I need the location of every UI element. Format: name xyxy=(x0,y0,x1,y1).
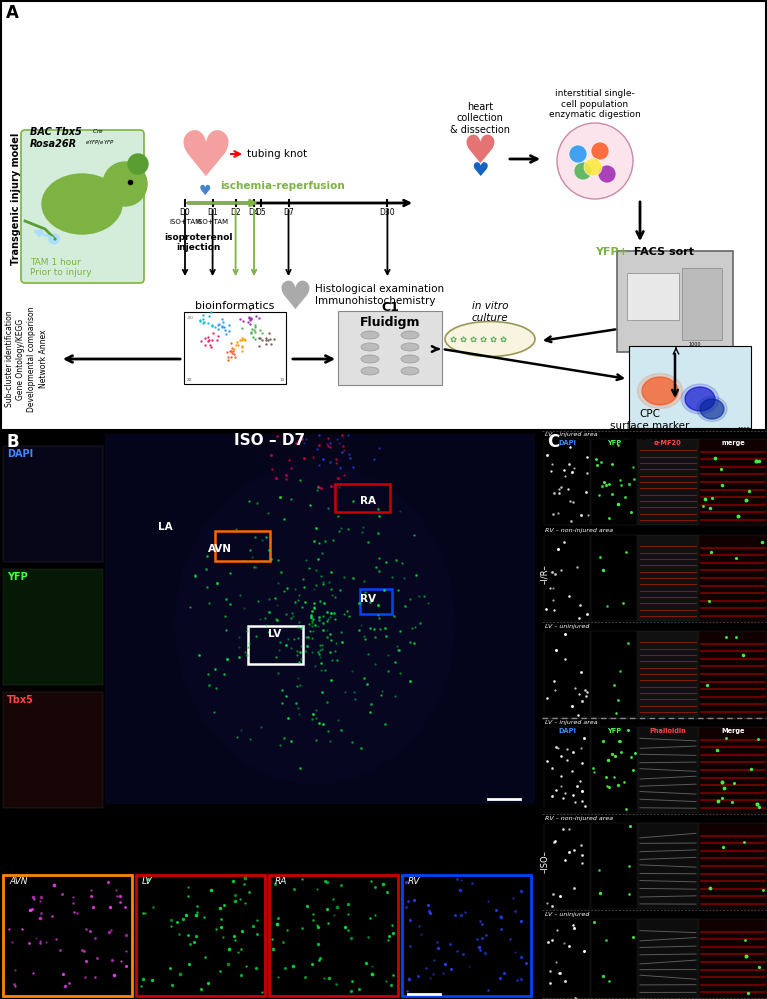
FancyBboxPatch shape xyxy=(591,535,637,621)
Text: RV – non-injured area: RV – non-injured area xyxy=(545,528,613,533)
Text: C1
Fluidigm: C1 Fluidigm xyxy=(360,301,420,329)
FancyBboxPatch shape xyxy=(591,439,637,525)
Text: D0: D0 xyxy=(179,208,190,217)
Text: ♥: ♥ xyxy=(463,133,498,171)
Text: Merge: Merge xyxy=(721,728,745,734)
Text: RA: RA xyxy=(275,877,288,886)
Text: ✿: ✿ xyxy=(459,335,466,344)
Text: D4: D4 xyxy=(249,208,259,217)
Ellipse shape xyxy=(642,377,678,405)
FancyBboxPatch shape xyxy=(591,631,637,717)
FancyBboxPatch shape xyxy=(184,312,286,384)
Circle shape xyxy=(569,145,587,163)
FancyBboxPatch shape xyxy=(591,919,637,999)
FancyBboxPatch shape xyxy=(338,311,442,385)
FancyBboxPatch shape xyxy=(544,439,590,525)
Text: 20: 20 xyxy=(187,378,193,382)
Circle shape xyxy=(574,162,592,180)
Text: LV – uninjured: LV – uninjured xyxy=(545,624,589,629)
Text: YFP: YFP xyxy=(607,440,621,446)
Text: Histological examination
Immunohistochemistry: Histological examination Immunohistochem… xyxy=(315,284,444,306)
Text: ISO+TAM: ISO+TAM xyxy=(169,219,201,225)
FancyBboxPatch shape xyxy=(591,727,637,813)
Circle shape xyxy=(557,123,633,199)
Text: merge: merge xyxy=(721,440,745,446)
Text: TAM 1 hour
Prior to injury: TAM 1 hour Prior to injury xyxy=(30,258,91,277)
FancyBboxPatch shape xyxy=(3,569,103,685)
Text: D30: D30 xyxy=(380,208,395,217)
Text: B: B xyxy=(6,433,18,451)
Text: $^{Cre}$: $^{Cre}$ xyxy=(92,128,104,137)
FancyBboxPatch shape xyxy=(699,535,767,621)
Text: LV: LV xyxy=(268,629,281,639)
Text: CPC
surface marker
analysis: CPC surface marker analysis xyxy=(611,409,690,443)
Ellipse shape xyxy=(401,343,419,351)
Text: bioinformatics: bioinformatics xyxy=(196,301,275,311)
FancyBboxPatch shape xyxy=(699,823,767,909)
Text: RV: RV xyxy=(408,877,420,886)
FancyBboxPatch shape xyxy=(591,823,637,909)
Ellipse shape xyxy=(175,464,455,784)
Ellipse shape xyxy=(681,384,719,414)
Text: DAPI: DAPI xyxy=(7,449,33,459)
Text: 0: 0 xyxy=(632,427,635,432)
FancyBboxPatch shape xyxy=(1,431,541,998)
Ellipse shape xyxy=(700,399,724,419)
Text: ✿: ✿ xyxy=(479,335,486,344)
Text: Transgenic injury model: Transgenic injury model xyxy=(11,133,21,265)
Text: Phalloidin: Phalloidin xyxy=(650,728,686,734)
FancyBboxPatch shape xyxy=(638,919,698,999)
Text: ISO – D7: ISO – D7 xyxy=(235,433,305,448)
FancyBboxPatch shape xyxy=(682,268,722,340)
FancyBboxPatch shape xyxy=(699,919,767,999)
FancyBboxPatch shape xyxy=(544,823,590,909)
FancyBboxPatch shape xyxy=(21,130,144,283)
Text: Sub-cluster identification: Sub-cluster identification xyxy=(5,311,15,408)
Circle shape xyxy=(598,165,616,183)
Circle shape xyxy=(103,162,147,206)
FancyBboxPatch shape xyxy=(638,631,698,717)
Text: A: A xyxy=(6,4,19,22)
Text: ♥: ♥ xyxy=(278,279,312,317)
FancyBboxPatch shape xyxy=(544,631,590,717)
Text: RV – non-injured area: RV – non-injured area xyxy=(545,816,613,821)
FancyBboxPatch shape xyxy=(543,431,765,998)
Text: ISO+TAM: ISO+TAM xyxy=(196,219,229,225)
Text: –ISO–: –ISO– xyxy=(541,850,549,873)
Text: interstitial single-
cell population
enzymatic digestion: interstitial single- cell population enz… xyxy=(549,89,641,119)
FancyBboxPatch shape xyxy=(402,875,531,996)
Text: DAPI: DAPI xyxy=(558,440,576,446)
Text: YFP: YFP xyxy=(7,572,28,582)
Text: LV – injured area: LV – injured area xyxy=(545,720,597,725)
Text: D7: D7 xyxy=(283,208,294,217)
FancyBboxPatch shape xyxy=(3,692,103,808)
FancyBboxPatch shape xyxy=(638,439,698,525)
Circle shape xyxy=(591,142,609,160)
Text: ischemia-reperfusion: ischemia-reperfusion xyxy=(220,181,344,191)
Text: ♥: ♥ xyxy=(471,162,489,181)
Circle shape xyxy=(49,234,59,244)
Text: LA: LA xyxy=(158,522,173,532)
FancyBboxPatch shape xyxy=(3,446,103,562)
FancyBboxPatch shape xyxy=(699,439,767,525)
Text: LV – uninjured: LV – uninjured xyxy=(545,912,589,917)
Text: RA: RA xyxy=(360,496,376,506)
Text: YFP+: YFP+ xyxy=(595,247,628,257)
Text: AVN: AVN xyxy=(9,877,28,886)
Text: Rosa26R: Rosa26R xyxy=(30,139,77,149)
Ellipse shape xyxy=(361,331,379,339)
Text: Network Annex: Network Annex xyxy=(38,330,48,389)
Text: α-MF20: α-MF20 xyxy=(654,440,682,446)
FancyBboxPatch shape xyxy=(105,434,535,804)
Text: D2: D2 xyxy=(230,208,241,217)
Text: $^{eYFP/eYFP}$: $^{eYFP/eYFP}$ xyxy=(85,140,114,149)
Ellipse shape xyxy=(445,322,535,357)
Text: DAPI: DAPI xyxy=(558,728,576,734)
FancyBboxPatch shape xyxy=(136,875,265,996)
FancyBboxPatch shape xyxy=(627,273,679,320)
FancyBboxPatch shape xyxy=(544,919,590,999)
FancyBboxPatch shape xyxy=(638,535,698,621)
FancyBboxPatch shape xyxy=(629,346,751,428)
Text: D1: D1 xyxy=(207,208,218,217)
